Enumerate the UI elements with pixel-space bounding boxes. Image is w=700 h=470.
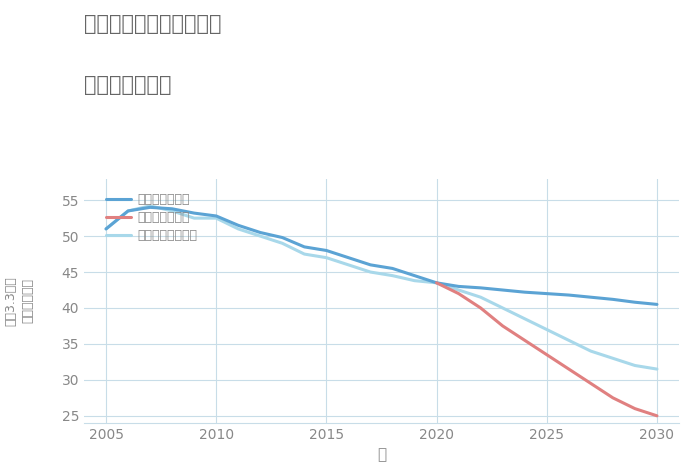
グッドシナリオ — [454, 283, 463, 289]
バッドシナリオ — [433, 280, 441, 286]
ノーマルシナリオ — [366, 269, 375, 275]
グッドシナリオ — [300, 244, 309, 250]
バッドシナリオ — [542, 352, 551, 358]
ノーマルシナリオ — [278, 241, 286, 246]
ノーマルシナリオ — [653, 366, 662, 372]
ノーマルシナリオ — [609, 355, 617, 361]
ノーマルシナリオ — [498, 305, 507, 311]
グッドシナリオ — [389, 266, 397, 271]
ノーマルシナリオ — [565, 337, 573, 343]
X-axis label: 年: 年 — [377, 447, 386, 462]
ノーマルシナリオ — [256, 233, 265, 239]
Text: 単価（万円）: 単価（万円） — [22, 278, 34, 323]
バッドシナリオ — [477, 305, 485, 311]
グッドシナリオ — [631, 299, 639, 305]
グッドシナリオ — [366, 262, 375, 268]
バッドシナリオ — [521, 337, 529, 343]
バッドシナリオ — [565, 366, 573, 372]
グッドシナリオ — [609, 297, 617, 302]
Text: 平（3.3㎡）: 平（3.3㎡） — [4, 276, 17, 326]
Text: 兵庫県姫路市山畑新田の: 兵庫県姫路市山畑新田の — [84, 14, 221, 34]
グッドシナリオ — [521, 290, 529, 295]
グッドシナリオ — [344, 255, 353, 260]
ノーマルシナリオ — [344, 262, 353, 268]
ノーマルシナリオ — [389, 273, 397, 278]
グッドシナリオ — [212, 213, 220, 219]
グッドシナリオ — [565, 292, 573, 298]
ノーマルシナリオ — [587, 348, 595, 354]
バッドシナリオ — [498, 323, 507, 329]
ノーマルシナリオ — [521, 316, 529, 321]
ノーマルシナリオ — [542, 327, 551, 332]
バッドシナリオ — [609, 395, 617, 400]
グッドシナリオ — [190, 210, 198, 216]
ノーマルシナリオ — [322, 255, 330, 260]
グッドシナリオ — [146, 204, 154, 210]
グッドシナリオ — [542, 291, 551, 297]
バッドシナリオ — [454, 291, 463, 297]
Text: 土地の価格推移: 土地の価格推移 — [84, 75, 172, 95]
ノーマルシナリオ — [168, 208, 176, 214]
Line: グッドシナリオ: グッドシナリオ — [106, 207, 657, 305]
Line: バッドシナリオ: バッドシナリオ — [437, 283, 657, 416]
ノーマルシナリオ — [146, 203, 154, 209]
グッドシナリオ — [322, 248, 330, 253]
グッドシナリオ — [278, 235, 286, 240]
バッドシナリオ — [587, 381, 595, 386]
グッドシナリオ — [124, 208, 132, 214]
ノーマルシナリオ — [454, 287, 463, 293]
ノーマルシナリオ — [124, 208, 132, 214]
ノーマルシナリオ — [212, 215, 220, 221]
グッドシナリオ — [168, 206, 176, 212]
グッドシナリオ — [433, 280, 441, 286]
Line: ノーマルシナリオ: ノーマルシナリオ — [106, 206, 657, 369]
バッドシナリオ — [653, 413, 662, 419]
ノーマルシナリオ — [102, 226, 110, 232]
グッドシナリオ — [234, 222, 242, 228]
グッドシナリオ — [477, 285, 485, 290]
バッドシナリオ — [631, 406, 639, 411]
グッドシナリオ — [498, 287, 507, 293]
ノーマルシナリオ — [477, 294, 485, 300]
ノーマルシナリオ — [433, 280, 441, 286]
グッドシナリオ — [102, 226, 110, 232]
ノーマルシナリオ — [631, 363, 639, 368]
グッドシナリオ — [587, 294, 595, 300]
グッドシナリオ — [256, 230, 265, 235]
ノーマルシナリオ — [234, 226, 242, 232]
グッドシナリオ — [653, 302, 662, 307]
Legend: グッドシナリオ, バッドシナリオ, ノーマルシナリオ: グッドシナリオ, バッドシナリオ, ノーマルシナリオ — [102, 190, 201, 246]
ノーマルシナリオ — [410, 278, 419, 283]
グッドシナリオ — [410, 273, 419, 278]
ノーマルシナリオ — [300, 251, 309, 257]
ノーマルシナリオ — [190, 215, 198, 221]
